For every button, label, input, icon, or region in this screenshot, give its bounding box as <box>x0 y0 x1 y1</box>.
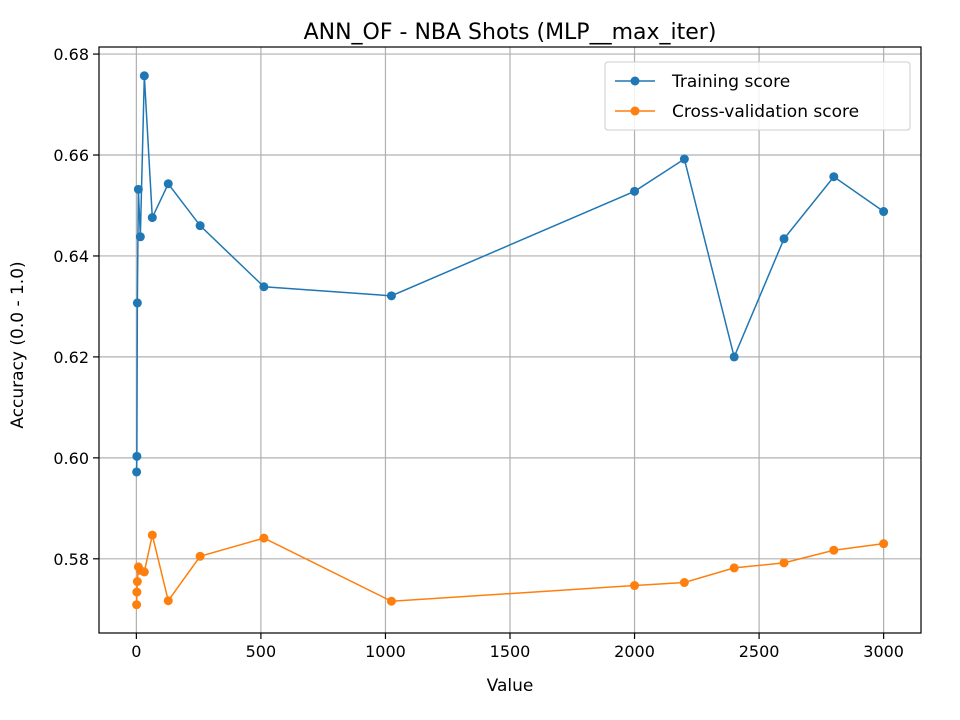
cross-validation-score-point <box>679 578 689 588</box>
legend-cross-validation-score-label: Cross-validation score <box>672 102 859 122</box>
y-tick-label: 0.58 <box>53 550 89 569</box>
training-score-point <box>132 298 142 308</box>
y-tick-label: 0.60 <box>53 449 89 468</box>
cross-validation-score-point <box>630 581 640 591</box>
training-score-point <box>259 282 269 292</box>
training-score-point <box>779 234 789 244</box>
training-score-point <box>679 154 689 164</box>
training-score-point <box>139 71 149 81</box>
y-tick-label: 0.66 <box>53 146 89 165</box>
training-score-point <box>630 186 640 196</box>
y-tick-label: 0.62 <box>53 348 89 367</box>
y-tick-label: 0.68 <box>53 45 89 64</box>
cross-validation-score-point <box>163 596 173 606</box>
cross-validation-score-point <box>829 545 839 555</box>
training-score-point <box>133 184 143 194</box>
x-tick-label: 2000 <box>614 642 655 661</box>
legend-box <box>604 61 911 131</box>
cross-validation-score-point <box>879 539 889 549</box>
x-tick-label: 0 <box>131 642 141 661</box>
series-layer <box>132 71 889 610</box>
training-score-point <box>386 291 396 301</box>
legend-cross-validation-score-swatch-marker <box>630 106 640 116</box>
x-tick-label: 3000 <box>863 642 904 661</box>
chart-title: ANN_OF - NBA Shots (MLP__max_iter) <box>304 20 717 45</box>
training-score-point <box>829 172 839 182</box>
training-score-point <box>195 221 205 231</box>
training-score-point <box>163 179 173 189</box>
grid-lines <box>99 47 921 633</box>
training-score-point <box>147 213 157 223</box>
y-tick-label: 0.64 <box>53 247 89 266</box>
cross-validation-score-point <box>132 587 142 597</box>
legend-training-score-swatch-marker <box>630 76 640 86</box>
y-axis-label: Accuracy (0.0 - 1.0) <box>8 261 28 428</box>
x-tick-label: 500 <box>246 642 277 661</box>
x-tick-label: 2500 <box>739 642 780 661</box>
cross-validation-score-point <box>779 558 789 568</box>
x-tick-label: 1500 <box>490 642 531 661</box>
training-score-point <box>132 451 142 461</box>
cross-validation-score-point <box>132 600 142 610</box>
legend-training-score-label: Training score <box>671 72 790 92</box>
training-score-point <box>135 232 145 242</box>
cross-validation-score-point <box>386 596 396 606</box>
x-axis-label: Value <box>487 676 534 696</box>
cross-validation-score-point <box>729 563 739 573</box>
training-score-point <box>879 207 889 217</box>
x-tick-label: 1000 <box>365 642 406 661</box>
cross-validation-score-point <box>195 551 205 561</box>
training-score-point <box>132 467 142 477</box>
training-score-point <box>729 352 739 362</box>
cross-validation-score-point <box>132 577 142 587</box>
cross-validation-score-point <box>259 533 269 543</box>
cross-validation-score-point <box>139 567 149 577</box>
legend: Training score Cross-validation score <box>604 61 911 131</box>
cross-validation-score-point <box>147 530 157 540</box>
axis-ticks: 0 500 1000 1500 2000 2500 3000 0.58 0.60 0.62 0.64… <box>53 45 904 661</box>
